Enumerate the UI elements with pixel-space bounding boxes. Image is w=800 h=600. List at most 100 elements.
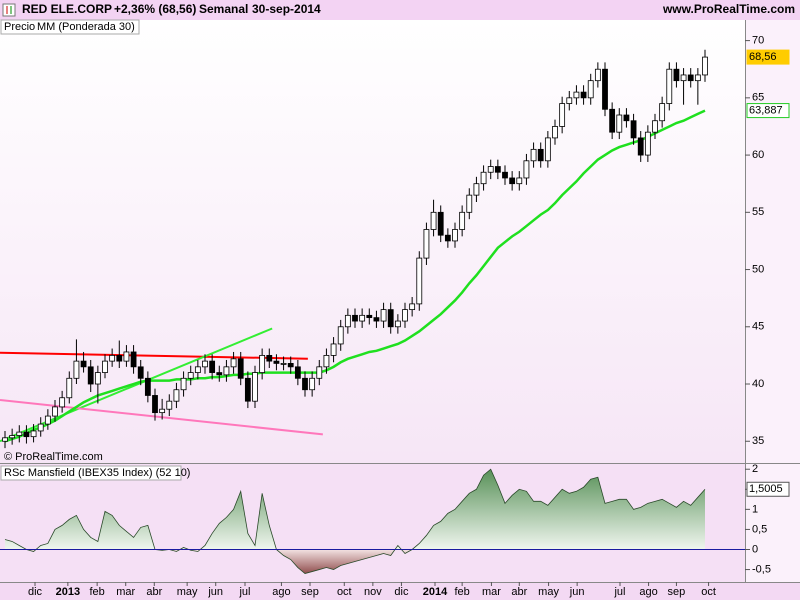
candle-body (237, 358, 244, 379)
candle-body (680, 74, 687, 82)
candle-body (537, 148, 544, 162)
candle-body (37, 423, 44, 432)
candle-body (430, 211, 437, 230)
candle-body (359, 314, 366, 322)
x-tick-label: mar (116, 586, 135, 598)
y-tick-label: 40 (752, 378, 764, 390)
indicator-title: RSc Mansfield (IBEX35 Index) (52 10) (4, 467, 190, 479)
candle-body (652, 120, 658, 133)
candle-body (94, 372, 101, 385)
candle-body (366, 314, 373, 319)
date: 30-sep-2014 (252, 2, 321, 16)
watermark: © ProRealTime.com (4, 451, 103, 463)
price-label-box (746, 49, 790, 65)
x-tick-label: ago (272, 586, 290, 598)
x-tick-label: 2014 (423, 586, 448, 598)
x-tick-label: abr (511, 586, 527, 598)
period: Semanal (199, 2, 248, 16)
candle-body (644, 131, 651, 156)
candle-body (273, 360, 280, 364)
candle-body (344, 314, 351, 328)
candle-body (302, 377, 308, 391)
candle-body (66, 377, 73, 399)
x-tick-label: abr (146, 586, 162, 598)
candle-body (159, 408, 166, 414)
candle-body (459, 211, 466, 230)
candle-body (9, 435, 16, 439)
candle-body (330, 343, 337, 356)
y-tick-label: 1 (752, 503, 758, 515)
indicator-legend (0, 465, 182, 481)
x-tick-label: jul (613, 586, 625, 598)
candle-body (194, 366, 201, 373)
y-tick-label: -0,5 (752, 563, 771, 575)
candle-body (609, 108, 616, 133)
y-tick-label: 60 (752, 149, 764, 161)
x-tick-label: feb (89, 586, 104, 598)
candle-body (616, 114, 623, 133)
candle-body (416, 257, 423, 305)
x-tick-label: dic (394, 586, 409, 598)
candle-body (523, 160, 530, 179)
x-tick-label: ago (639, 586, 657, 598)
x-tick-label: jun (207, 586, 223, 598)
trendline (0, 351, 308, 360)
legend-ma: MM (Ponderada 30) (37, 21, 135, 33)
x-tick-label: mar (482, 586, 501, 598)
price-panel (0, 20, 745, 463)
change: +2,36% (68,56) (114, 2, 196, 16)
price-label-box (746, 103, 790, 119)
candle-body (544, 137, 551, 162)
header-bar (0, 0, 800, 20)
x-tick-label: may (538, 586, 559, 598)
candle-body (487, 166, 494, 173)
symbol: RED ELE.CORP (22, 2, 112, 16)
candle-body (259, 354, 266, 373)
candle-body (559, 103, 566, 127)
candle-body (137, 366, 144, 379)
candle-body (444, 234, 451, 242)
candle-body (473, 183, 480, 196)
candle-body (566, 97, 573, 104)
candle-body (16, 431, 23, 436)
candle-body (144, 377, 151, 396)
candle-body (209, 360, 216, 373)
candle-body (573, 91, 580, 99)
legend (0, 19, 140, 35)
candle-body (294, 366, 301, 379)
candle-body (80, 360, 87, 368)
x-tick-label: feb (454, 586, 469, 598)
candle-body (552, 126, 558, 139)
candle-body (466, 194, 473, 213)
y-tick-label: 55 (752, 206, 764, 218)
candle-body (394, 320, 401, 328)
candle-body (587, 80, 594, 99)
x-tick-label: dic (28, 586, 43, 598)
last-label-box (746, 481, 790, 497)
candle-body (659, 103, 666, 122)
candle-body (380, 309, 387, 322)
candle-body (673, 68, 680, 82)
candle-body (316, 366, 323, 379)
price-label: 68,56 (749, 51, 777, 63)
candle-body (423, 229, 430, 259)
legend-price: Precio (4, 21, 35, 33)
candle-body (687, 74, 694, 82)
candle-body (30, 430, 37, 438)
candle-body (509, 177, 516, 185)
candle-body (452, 229, 458, 242)
candle-body (602, 68, 608, 110)
y-tick-label: 35 (752, 435, 764, 447)
candle-body (87, 366, 94, 385)
price-label: 63,887 (749, 104, 783, 116)
indicator-area (5, 469, 705, 574)
y-tick-label: 0,5 (752, 523, 767, 535)
moving-average (4, 109, 706, 443)
candle-body (409, 303, 416, 311)
y-tick-label: 0 (752, 543, 758, 555)
candle-body (502, 171, 508, 179)
candle-body (123, 351, 130, 362)
candle-body (309, 377, 316, 391)
y-tick-label: 50 (752, 263, 764, 275)
